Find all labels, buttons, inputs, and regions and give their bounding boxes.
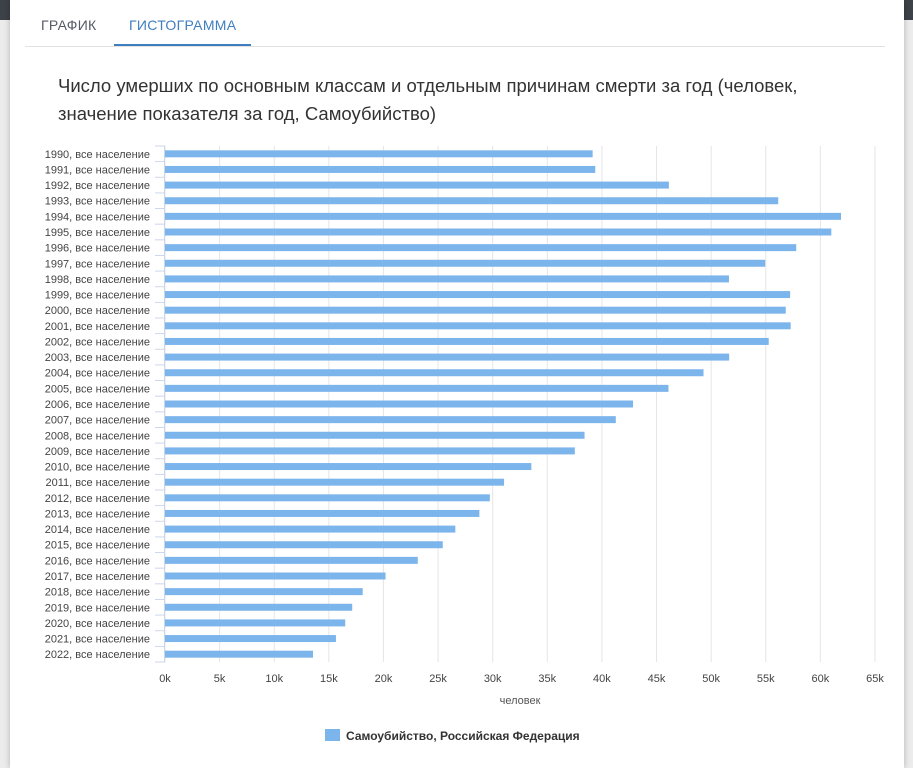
category-label: 2020, все население: [45, 618, 150, 630]
bar: [165, 181, 669, 189]
category-label: 1993, все население: [45, 196, 150, 208]
category-label: 2012, все население: [45, 493, 150, 505]
bar: [165, 353, 730, 361]
category-label: 2009, все население: [45, 446, 150, 458]
x-tick-label: 10k: [265, 673, 283, 685]
bar: [165, 416, 616, 424]
chart-modal: ГРАФИК ГИСТОГРАММА Число умерших по осно…: [10, 0, 904, 768]
bar: [165, 400, 634, 408]
bar: [165, 150, 593, 158]
category-label: 1998, все население: [45, 274, 150, 286]
bar: [165, 447, 575, 455]
x-tick-label: 40k: [593, 673, 611, 685]
category-label: 2010, все население: [45, 462, 150, 474]
bar: [165, 197, 779, 205]
category-label: 2019, все население: [45, 602, 150, 614]
category-label: 2018, все население: [45, 587, 150, 599]
x-axis-title: человек: [500, 695, 541, 707]
bar: [165, 650, 314, 658]
bar: [165, 165, 596, 173]
tab-bar: ГРАФИК ГИСТОГРАММА: [25, 0, 885, 47]
tab-histogram[interactable]: ГИСТОГРАММА: [114, 0, 252, 46]
category-label: 2006, все население: [45, 399, 150, 411]
bar: [165, 603, 353, 611]
x-tick-label: 45k: [648, 673, 666, 685]
category-label: 2021, все население: [45, 634, 150, 646]
category-label: 2014, все население: [45, 524, 150, 536]
category-label: 1991, все население: [45, 164, 150, 176]
bar: [165, 322, 791, 330]
category-label: 2013, все население: [45, 508, 150, 520]
x-tick-label: 35k: [538, 673, 556, 685]
category-label: 2016, все население: [45, 555, 150, 567]
bar: [165, 525, 456, 533]
category-label: 2005, все население: [45, 383, 150, 395]
category-label: 2015, все население: [45, 540, 150, 552]
bar: [165, 478, 505, 486]
bar: [165, 494, 490, 502]
category-label: 2003, все население: [45, 352, 150, 364]
x-tick-label: 20k: [375, 673, 393, 685]
bar: [165, 619, 346, 627]
category-label: 1995, все население: [45, 227, 150, 239]
bar: [165, 337, 769, 345]
bar: [165, 228, 832, 236]
bar: [165, 212, 842, 220]
x-tick-label: 55k: [757, 673, 775, 685]
category-label: 1996, все население: [45, 243, 150, 255]
tab-graph[interactable]: ГРАФИК: [41, 17, 97, 33]
category-label: 2022, все население: [45, 649, 150, 661]
x-tick-label: 0k: [159, 673, 171, 685]
bar: [165, 572, 386, 580]
category-label: 1994, все население: [45, 211, 150, 223]
bar: [165, 275, 729, 283]
x-tick-label: 65k: [866, 673, 884, 685]
category-label: 1999, все население: [45, 290, 150, 302]
bar: [165, 541, 443, 549]
bar: [165, 291, 791, 299]
bar: [165, 635, 336, 643]
bar: [165, 556, 418, 564]
category-label: 2017, все население: [45, 571, 150, 583]
x-tick-label: 5k: [214, 673, 226, 685]
category-label: 2011, все население: [46, 477, 150, 489]
x-tick-label: 15k: [320, 673, 338, 685]
x-tick-label: 30k: [484, 673, 502, 685]
bar: [165, 306, 786, 314]
x-tick-label: 50k: [702, 673, 720, 685]
bar: [165, 244, 797, 252]
category-label: 2002, все население: [45, 336, 150, 348]
category-label: 2001, все население: [45, 321, 150, 333]
bar: [165, 588, 363, 596]
legend-label: Самоубийство, Российская Федерация: [346, 729, 580, 743]
bar: [165, 509, 480, 517]
bar: [165, 369, 704, 377]
category-label: 1990, все население: [45, 149, 150, 161]
bar: [165, 384, 669, 392]
bar: [165, 431, 585, 439]
category-label: 1992, все население: [45, 180, 150, 192]
x-tick-label: 60k: [812, 673, 830, 685]
category-label: 2008, все население: [45, 430, 150, 442]
category-label: 2004, все население: [45, 368, 150, 380]
bar: [165, 463, 532, 471]
legend-swatch: [325, 729, 340, 741]
category-label: 1997, все население: [45, 258, 150, 270]
category-label: 2007, все население: [45, 415, 150, 427]
x-tick-label: 25k: [429, 673, 447, 685]
category-label: 2000, все население: [45, 305, 150, 317]
bar: [165, 259, 766, 267]
chart-title: Число умерших по основным классам и отде…: [58, 75, 798, 124]
